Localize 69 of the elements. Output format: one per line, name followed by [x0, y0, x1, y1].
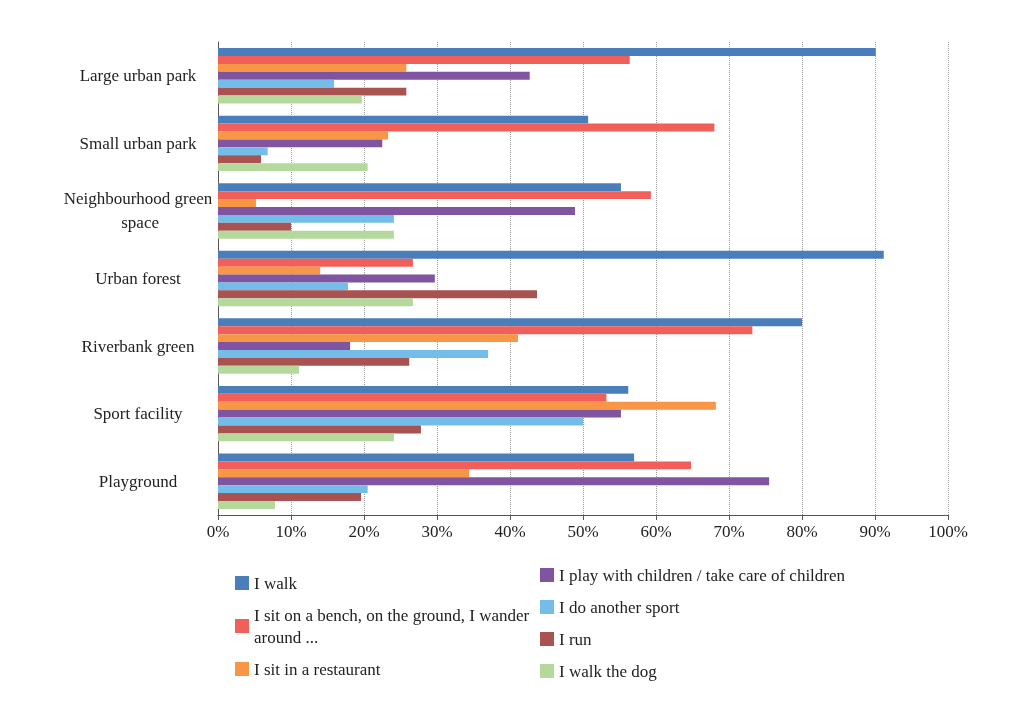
- legend-label: I walk the dog: [559, 661, 658, 681]
- bar: [218, 147, 268, 156]
- bar: [218, 493, 362, 501]
- bar: [218, 342, 351, 351]
- legend-label: I sit on a bench, on the ground, I wander around ...: [254, 605, 534, 647]
- bar: [218, 334, 519, 343]
- legend-label: I play with children / take care of children: [559, 565, 846, 585]
- x-tick-label: 60%: [640, 522, 672, 541]
- bar: [218, 501, 275, 509]
- bar: [218, 183, 621, 192]
- x-tick-label: 0%: [206, 522, 230, 541]
- bar: [218, 357, 410, 366]
- bar: [218, 298, 413, 307]
- bar: [218, 266, 321, 275]
- x-tick-label: 30%: [421, 522, 453, 541]
- x-tick-label: 100%: [928, 522, 968, 541]
- x-tick-label: 50%: [567, 522, 599, 541]
- bar: [218, 290, 538, 299]
- bar: [218, 115, 589, 124]
- x-tick-label: 70%: [713, 522, 745, 541]
- bar: [218, 214, 394, 223]
- legend-label: I run: [559, 629, 593, 649]
- legend-label: I sit in a restaurant: [254, 659, 381, 679]
- bar: [218, 461, 692, 470]
- legend-label: I walk: [254, 573, 298, 593]
- bar: [218, 191, 651, 200]
- y-tick-label: Large urban park: [79, 66, 197, 86]
- bar: [218, 71, 530, 80]
- x-tick-label: 80%: [786, 522, 818, 541]
- bar: [218, 63, 407, 72]
- bar: [218, 365, 300, 374]
- bar: [218, 230, 394, 239]
- bar: [218, 393, 607, 402]
- bar: [218, 199, 256, 207]
- bar: [218, 131, 389, 140]
- bar: [218, 401, 716, 410]
- bar: [218, 206, 575, 215]
- bar: [218, 282, 348, 291]
- bar: [218, 433, 394, 442]
- bar: [218, 350, 489, 358]
- bar: [218, 485, 368, 494]
- bar: [218, 139, 383, 148]
- bar: [218, 48, 876, 56]
- bar: [218, 79, 335, 88]
- y-tick-label: Urban forest: [95, 269, 181, 288]
- bar: [218, 258, 413, 267]
- bar: [218, 222, 291, 231]
- bar: [218, 318, 802, 327]
- y-tick-label: Small urban park: [79, 133, 198, 153]
- bar: [218, 417, 583, 426]
- bar: [218, 56, 630, 64]
- bar: [218, 477, 770, 486]
- legend-label: I do another sport: [559, 597, 680, 617]
- bar: [218, 409, 621, 418]
- y-tick-label: Neighbourhood green space: [63, 189, 213, 233]
- bar: [218, 163, 368, 172]
- x-tick-label: 20%: [348, 522, 380, 541]
- x-tick-label: 10%: [275, 522, 307, 541]
- bar: [218, 385, 629, 394]
- bar: [218, 326, 753, 335]
- y-tick-label: Playground: [98, 471, 178, 491]
- x-tick-label: 90%: [859, 522, 891, 541]
- y-tick-label: Sport facility: [93, 404, 184, 424]
- bar: [218, 155, 262, 164]
- bar: [218, 250, 884, 259]
- x-tick-label: 40%: [494, 522, 526, 541]
- bar: [218, 87, 407, 96]
- bar: [218, 469, 470, 478]
- y-tick-label: Riverbank green: [81, 336, 195, 356]
